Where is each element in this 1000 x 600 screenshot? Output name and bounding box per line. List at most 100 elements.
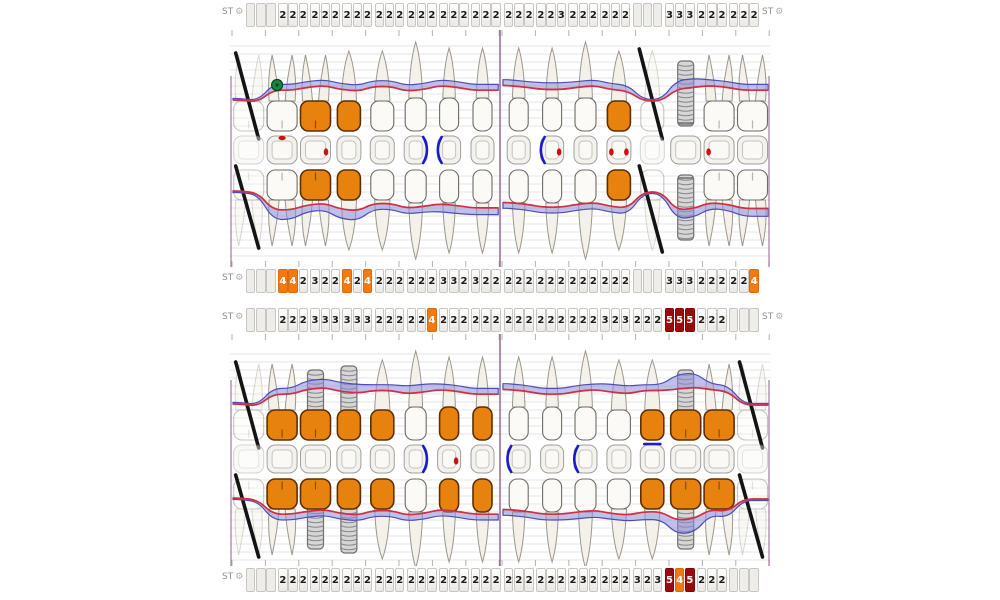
perio-depth-cell[interactable]: 3: [342, 308, 352, 332]
perio-depth-cell[interactable]: 2: [395, 269, 405, 293]
tooth-17-occlusal[interactable]: [266, 135, 298, 165]
perio-depth-cell[interactable]: 3: [310, 269, 320, 293]
perio-depth-cell[interactable]: [653, 3, 663, 27]
perio-depth-cell[interactable]: 3: [438, 269, 449, 293]
tooth-47-occlusal[interactable]: [266, 444, 298, 474]
perio-depth-cell[interactable]: 5: [664, 568, 675, 592]
perio-depth-cell[interactable]: 2: [524, 3, 534, 27]
perio-depth-cell[interactable]: 2: [568, 269, 578, 293]
perio-depth-cell[interactable]: 3: [320, 308, 330, 332]
perio-depth-cell[interactable]: [729, 308, 739, 332]
perio-depth-cell[interactable]: 2: [298, 308, 308, 332]
tooth-16-buccal-upper[interactable]: [299, 54, 332, 132]
perio-depth-cell[interactable]: 2: [514, 308, 524, 332]
perio-depth-cell[interactable]: 2: [459, 568, 469, 592]
perio-depth-cell[interactable]: 2: [707, 3, 717, 27]
perio-depth-cell[interactable]: [632, 3, 643, 27]
tooth-28-occlusal[interactable]: [737, 135, 768, 165]
perio-depth-cell[interactable]: 2: [610, 269, 621, 293]
perio-depth-cell[interactable]: [749, 568, 759, 592]
tooth-28-buccal-upper[interactable]: [736, 54, 769, 132]
perio-depth-cell[interactable]: 2: [384, 568, 395, 592]
perio-depth-cell[interactable]: 3: [330, 308, 341, 332]
perio-depth-cell[interactable]: 3: [674, 269, 685, 293]
perio-depth-cell[interactable]: 2: [459, 269, 469, 293]
perio-depth-cell[interactable]: 2: [320, 3, 330, 27]
perio-depth-cell[interactable]: 4: [674, 568, 685, 592]
tooth-34-buccal-lower[interactable]: [606, 478, 631, 561]
perio-depth-cell[interactable]: [246, 269, 256, 293]
perio-depth-cell[interactable]: 4: [288, 269, 298, 293]
perio-depth-cell[interactable]: 2: [288, 3, 298, 27]
perio-depth-cell[interactable]: 2: [642, 568, 653, 592]
perio-depth-cell[interactable]: 2: [739, 3, 749, 27]
perio-depth-cell[interactable]: 3: [556, 3, 566, 27]
perio-depth-cell[interactable]: 2: [514, 269, 524, 293]
perio-depth-cell[interactable]: 3: [310, 308, 320, 332]
gear-icon[interactable]: ⚙: [775, 6, 784, 17]
perio-depth-cell[interactable]: 2: [696, 3, 707, 27]
perio-depth-cell[interactable]: 3: [471, 269, 481, 293]
perio-depth-cell[interactable]: 3: [674, 3, 685, 27]
perio-depth-cell[interactable]: 2: [600, 3, 610, 27]
perio-depth-cell[interactable]: 2: [632, 308, 643, 332]
tooth-18-occlusal[interactable]: [233, 135, 265, 165]
tooth-35-lingual-lower[interactable]: [639, 358, 665, 441]
perio-depth-cell[interactable]: 2: [481, 269, 491, 293]
perio-depth-cell[interactable]: 2: [395, 568, 405, 592]
perio-depth-cell[interactable]: 2: [481, 308, 491, 332]
perio-depth-cell[interactable]: 2: [416, 308, 427, 332]
perio-depth-cell[interactable]: 2: [395, 3, 405, 27]
tooth-15-occlusal[interactable]: [336, 135, 362, 165]
perio-depth-cell[interactable]: 2: [278, 3, 288, 27]
tooth-48-occlusal[interactable]: [233, 444, 265, 474]
tooth-12-palatal-upper[interactable]: [439, 169, 460, 255]
tooth-41-lingual-lower[interactable]: [472, 355, 493, 441]
perio-depth-cell[interactable]: 2: [717, 269, 727, 293]
perio-depth-cell[interactable]: 2: [491, 269, 501, 293]
perio-depth-cell[interactable]: 2: [556, 269, 566, 293]
perio-depth-cell[interactable]: [266, 269, 276, 293]
tooth-42-occlusal[interactable]: [437, 444, 462, 474]
upper-teeth-chart[interactable]: [230, 30, 770, 267]
perio-depth-cell[interactable]: 2: [504, 308, 514, 332]
perio-depth-cell[interactable]: 2: [395, 308, 405, 332]
perio-depth-cell[interactable]: 2: [707, 568, 717, 592]
perio-depth-cell[interactable]: 2: [416, 3, 427, 27]
tooth-12-buccal-upper[interactable]: [439, 46, 460, 132]
tooth-42-buccal-lower[interactable]: [438, 478, 460, 564]
tooth-25-occlusal[interactable]: [639, 135, 665, 165]
perio-depth-cell[interactable]: 2: [536, 269, 546, 293]
tooth-33-occlusal[interactable]: [572, 444, 598, 474]
perio-depth-cell[interactable]: 3: [600, 308, 610, 332]
perio-depth-cell[interactable]: [256, 308, 266, 332]
perio-depth-cell[interactable]: 2: [374, 269, 385, 293]
perio-depth-cell[interactable]: 2: [610, 3, 621, 27]
gear-icon[interactable]: ⚙: [235, 272, 244, 283]
tooth-36-occlusal[interactable]: [670, 444, 702, 474]
perio-depth-cell[interactable]: 3: [685, 3, 695, 27]
tooth-41-occlusal[interactable]: [470, 444, 495, 474]
perio-depth-cell[interactable]: 2: [546, 269, 556, 293]
perio-depth-cell[interactable]: 3: [653, 568, 663, 592]
perio-depth-cell[interactable]: [642, 3, 653, 27]
gear-icon[interactable]: ⚙: [775, 311, 784, 322]
tooth-27-palatal-upper[interactable]: [703, 169, 735, 247]
perio-depth-cell[interactable]: 2: [588, 269, 599, 293]
perio-depth-cell[interactable]: 2: [298, 269, 308, 293]
tooth-26-buccal-upper[interactable]: [677, 60, 695, 127]
perio-depth-cell[interactable]: 2: [620, 3, 631, 27]
perio-depth-cell[interactable]: 3: [664, 269, 675, 293]
perio-depth-cell[interactable]: 2: [600, 269, 610, 293]
perio-depth-cell[interactable]: 2: [438, 308, 449, 332]
perio-depth-cell[interactable]: [246, 568, 256, 592]
perio-depth-cell[interactable]: 2: [427, 269, 437, 293]
perio-depth-cell[interactable]: 2: [600, 568, 610, 592]
perio-depth-cell[interactable]: 2: [427, 568, 437, 592]
perio-depth-cell[interactable]: 2: [406, 269, 417, 293]
perio-depth-cell[interactable]: 2: [416, 568, 427, 592]
perio-depth-cell[interactable]: 2: [524, 568, 534, 592]
perio-depth-cell[interactable]: [266, 568, 276, 592]
tooth-27-buccal-upper[interactable]: [703, 54, 735, 132]
tooth-42-lingual-lower[interactable]: [438, 355, 460, 441]
